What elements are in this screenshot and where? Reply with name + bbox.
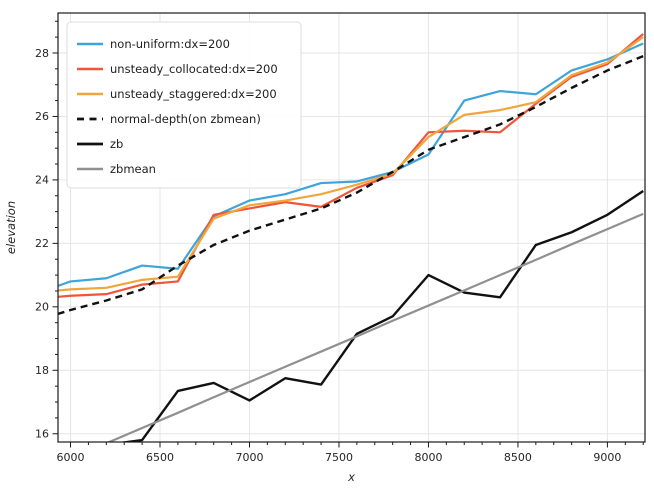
y-axis-title: elevation — [4, 201, 18, 254]
legend-label-unsteady-collocated: unsteady_collocated:dx=200 — [110, 62, 278, 76]
y-tick-label: 22 — [35, 237, 49, 250]
legend-label-non-uniform: non-uniform:dx=200 — [110, 37, 230, 51]
y-tick-label: 16 — [35, 428, 49, 441]
line-zb — [118, 190, 644, 442]
legend-label-zb: zb — [110, 137, 123, 151]
plot-area — [58, 33, 644, 442]
x-tick-labels: 6000 6500 7000 7500 8000 8500 9000 — [57, 451, 622, 464]
legend-label-zbmean: zbmean — [110, 162, 156, 176]
legend-item-unsteady-staggered: unsteady_staggered:dx=200 — [77, 87, 277, 101]
legend-box — [66, 21, 302, 189]
y-tick-label: 20 — [35, 301, 49, 314]
legend: non-uniform:dx=200 unsteady_collocated:dx… — [66, 21, 302, 189]
legend-label-normal-depth: normal-depth(on zbmean) — [110, 112, 261, 126]
legend-item-zb: zb — [77, 137, 123, 151]
y-tick-label: 24 — [35, 174, 49, 187]
x-tick-label: 9000 — [593, 451, 621, 464]
x-tick-label: 8500 — [504, 451, 532, 464]
legend-label-unsteady-staggered: unsteady_staggered:dx=200 — [110, 87, 277, 101]
y-tick-label: 26 — [35, 110, 49, 123]
x-tick-label: 7500 — [325, 451, 353, 464]
line-non-uniform — [58, 42, 644, 288]
axis-ticks — [52, 20, 644, 448]
x-tick-label: 8000 — [414, 451, 442, 464]
line-normal-depth — [58, 55, 644, 316]
line-zbmean — [106, 212, 644, 442]
x-tick-label: 7000 — [235, 451, 263, 464]
legend-item-zbmean: zbmean — [77, 162, 156, 176]
legend-item-non-uniform: non-uniform:dx=200 — [77, 37, 230, 51]
y-tick-labels: 16 18 20 22 24 26 28 — [35, 47, 49, 441]
y-tick-label: 18 — [35, 364, 49, 377]
y-tick-label: 28 — [35, 47, 49, 60]
x-tick-label: 6500 — [146, 451, 174, 464]
legend-item-normal-depth: normal-depth(on zbmean) — [77, 112, 261, 126]
x-axis-title: x — [347, 470, 355, 484]
line-unsteady-collocated — [58, 33, 644, 298]
line-unsteady-staggered — [58, 36, 644, 292]
legend-item-unsteady-collocated: unsteady_collocated:dx=200 — [77, 62, 278, 76]
x-tick-label: 6000 — [57, 451, 85, 464]
